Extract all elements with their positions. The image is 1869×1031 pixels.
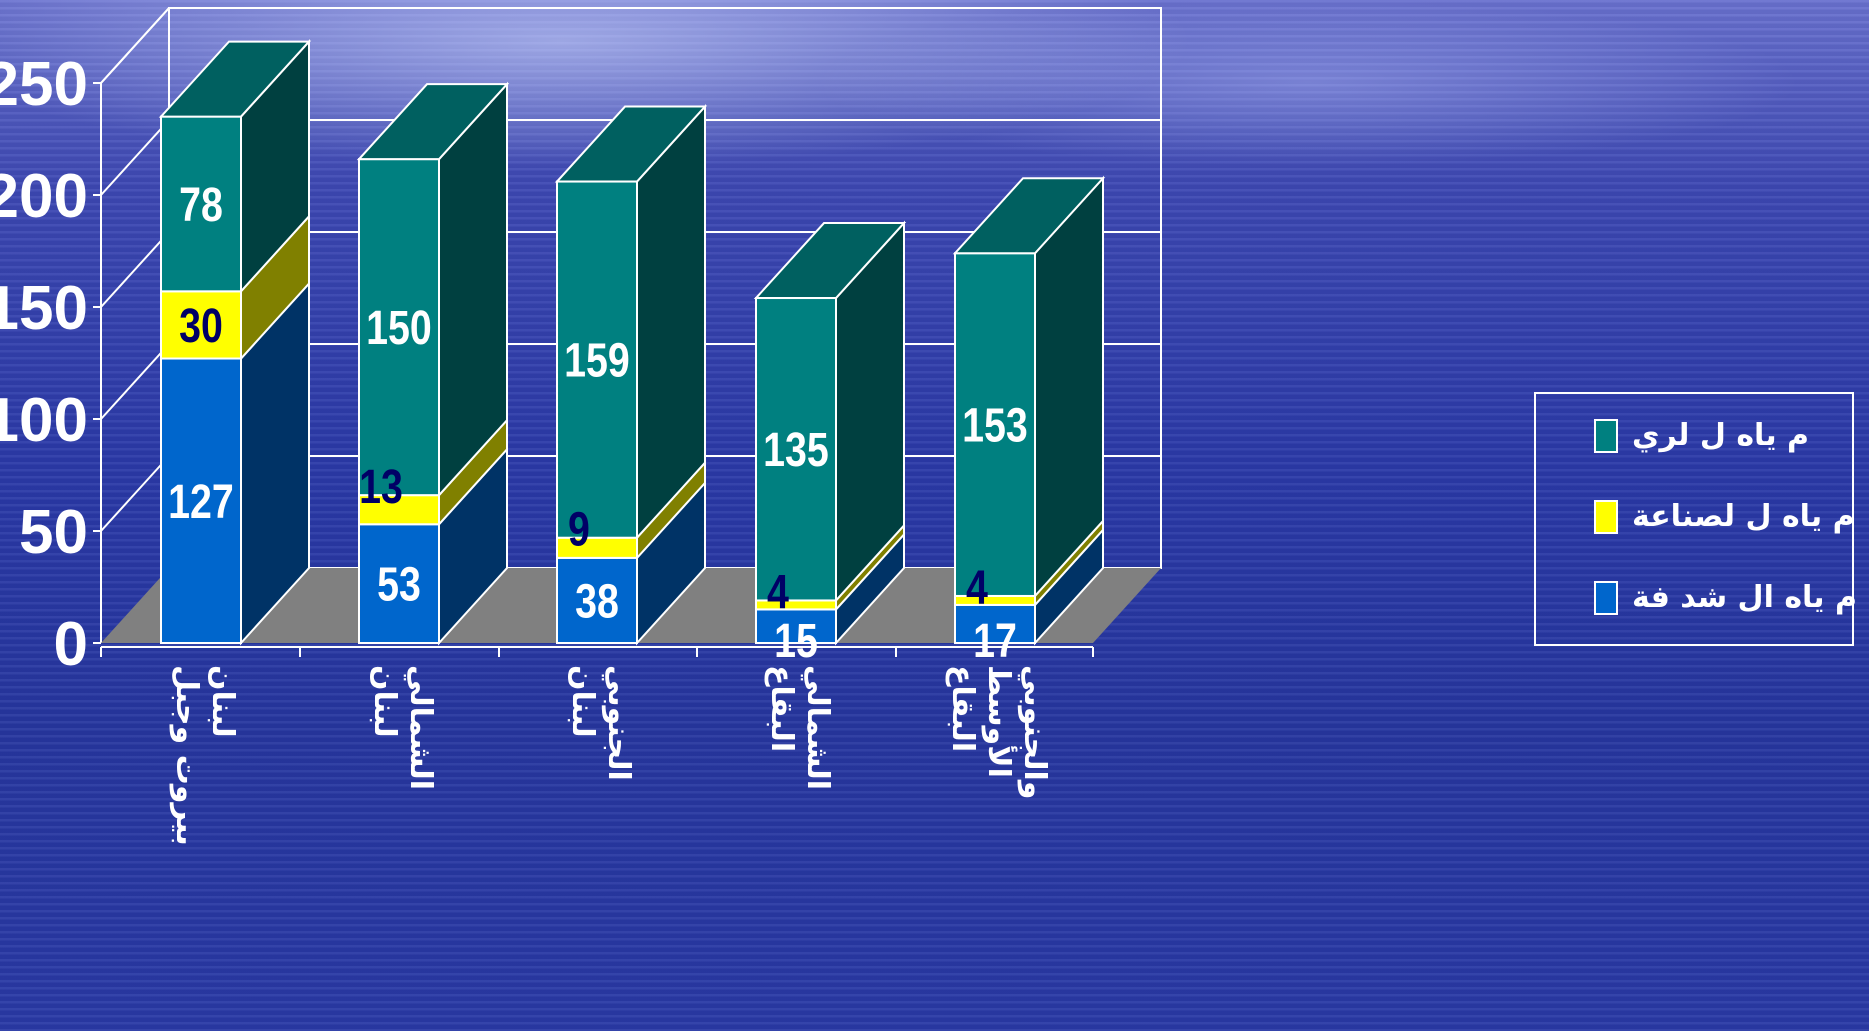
legend-item-irrigation: م ياه ل لري [1594, 418, 1809, 453]
y-tick-label: 100 [0, 386, 88, 455]
legend-label-drinking: م ياه ال شد فة [1632, 580, 1857, 615]
y-tick-label: 250 [0, 50, 88, 119]
bar-top [952, 177, 1106, 255]
category-label-line: لبنان [565, 665, 600, 738]
legend-swatch-industry [1594, 499, 1618, 534]
data-label: 38 [575, 575, 619, 629]
stacked-bar [356, 81, 510, 646]
data-label: 15 [774, 614, 818, 668]
category-label-line: الشمالي [403, 665, 438, 790]
gridline-side [100, 231, 170, 308]
bar-top [753, 222, 907, 300]
data-label: 153 [962, 399, 1028, 453]
legend-label-irrigation: م ياه ل لري [1632, 418, 1810, 453]
data-label: 13 [359, 461, 403, 515]
category-label-line: الشمالي [800, 665, 835, 790]
category-label: لبنان الجنوبي [565, 665, 636, 781]
category-label-line: الجنوبي [601, 665, 636, 781]
legend-label-industry: م ياه ل لصناعة [1632, 499, 1855, 534]
stacked-bar [753, 220, 907, 646]
y-tick-label: 50 [19, 498, 88, 567]
bar-top [356, 83, 510, 161]
y-tick-label: 0 [54, 610, 88, 679]
gridline-side [100, 455, 170, 532]
stacked-bar [158, 39, 312, 646]
category-axis-labels: بيروت وجبل لبنان لبنان الشمالي لبنان الجنوبي ا… [169, 665, 1052, 846]
data-label: 30 [179, 299, 223, 353]
bar-top [158, 40, 312, 118]
data-label: 53 [377, 558, 421, 612]
bar-segment [358, 158, 440, 497]
legend: م ياه ل لري م ياه ل لصناعة م ياه ال شد ف… [1534, 392, 1857, 646]
value-axis: 0 50 100 150 200 250 [0, 50, 1094, 679]
category-label: لبنان الشمالي [367, 665, 438, 790]
data-label: 78 [179, 178, 223, 232]
category-label-line: بيروت وجبل [169, 665, 204, 846]
category-label: البقاع الشمالي [764, 665, 835, 790]
bar-segment [556, 180, 638, 539]
category-label: بيروت وجبل لبنان [169, 665, 240, 846]
data-label: 4 [767, 566, 789, 620]
bar-segment [160, 290, 242, 360]
data-label: 127 [168, 475, 234, 529]
bar-segment [954, 252, 1036, 597]
stacked-bar [554, 103, 708, 646]
category-label-line: والجنوبي [1017, 665, 1052, 800]
bar-top [554, 105, 708, 183]
data-label: 150 [366, 302, 432, 356]
data-label: 9 [568, 503, 590, 557]
gridline-side [100, 119, 170, 196]
legend-swatch-drinking [1594, 580, 1618, 615]
category-label-line: البقاع [764, 665, 799, 752]
data-label: 17 [973, 614, 1017, 668]
bar-segment [358, 494, 440, 526]
data-label: 4 [966, 561, 988, 615]
bar-segment [160, 115, 242, 293]
legend-item-industry: م ياه ل لصناعة [1594, 499, 1855, 534]
bar-group [158, 39, 1106, 646]
category-label-line: لبنان [367, 665, 402, 738]
data-label: 159 [564, 334, 630, 388]
bar-segment [755, 297, 837, 602]
y-tick-label: 200 [0, 162, 88, 231]
data-label: 135 [763, 424, 829, 478]
bar-segment [160, 357, 242, 644]
category-label: البقاع الأوسط والجنوبي [945, 665, 1052, 800]
category-label-line: الأوسط [981, 665, 1018, 778]
bar-segment [954, 603, 1036, 644]
legend-swatch-irrigation [1594, 418, 1618, 453]
stacked-bar [952, 175, 1106, 646]
gridline-side [100, 7, 170, 84]
gridline-side [100, 343, 170, 420]
category-label-line: لبنان [205, 665, 240, 738]
bar-segment [358, 523, 440, 645]
legend-item-drinking: م ياه ال شد فة [1594, 580, 1857, 615]
y-tick-label: 150 [0, 274, 88, 343]
category-label-line: البقاع [945, 665, 980, 752]
